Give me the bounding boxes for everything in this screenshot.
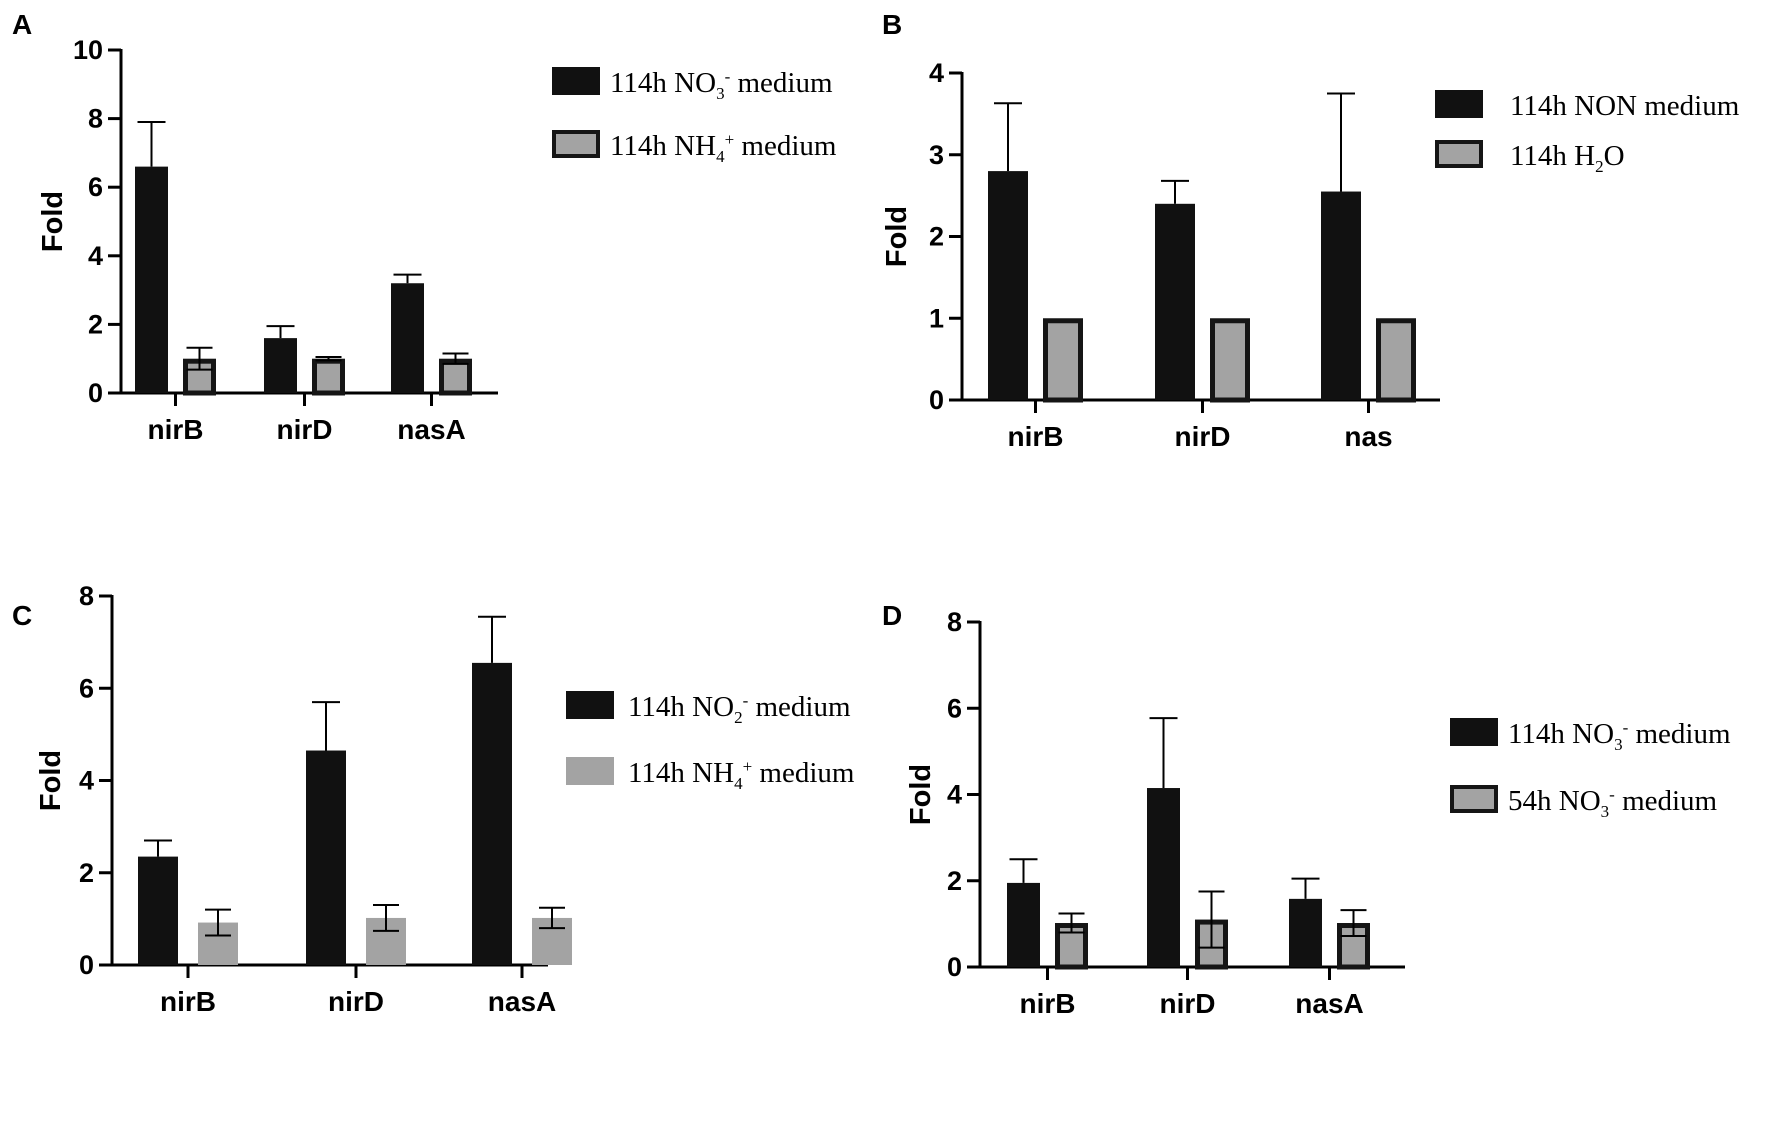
panel-b-y-tick-label: 3	[929, 140, 944, 170]
panel-b-legend-label: 114h NON medium	[1510, 90, 1740, 122]
panel-a-bar-nasA-s1	[391, 283, 424, 393]
panel-b-y-tick-label: 2	[929, 222, 944, 252]
panel-a-y-tick-label: 10	[73, 35, 103, 65]
panel-d-legend-label: 114h NO3- medium	[1508, 718, 1731, 754]
panel-d-bar-nirB-s1	[1007, 882, 1040, 967]
panel-a-category-label-nasA: nasA	[397, 414, 465, 445]
panel-c-category-label-nirD: nirD	[328, 986, 384, 1017]
panel-c-legend-label: 114h NO2- medium	[628, 691, 851, 727]
panel-b-bar-nirD-s1	[1155, 203, 1195, 400]
panel-b-bar-nas-s2	[1376, 318, 1416, 403]
panel-c-legend-swatch	[566, 757, 614, 785]
panel-a-y-tick-label: 4	[88, 241, 103, 271]
panel-c-category-label-nasA: nasA	[488, 986, 556, 1017]
panel-b-bar-nirD-s2	[1210, 318, 1250, 403]
panel-d-category-label-nirB: nirB	[1020, 988, 1076, 1019]
panel-c-y-label: Fold	[35, 750, 67, 811]
panel-d-letter: D	[882, 600, 902, 631]
panel-a-y-tick-label: 0	[88, 378, 103, 408]
panel-a-bar-nirD-s1	[264, 338, 297, 393]
panel-d-y-tick-label: 6	[947, 693, 962, 723]
panel-b-legend-label: 114h H2O	[1510, 140, 1625, 176]
panel-c-bar-nirB-s1	[138, 856, 178, 965]
panel-a-bar-nirB-s1	[135, 166, 168, 393]
panel-d-y-tick-label: 4	[947, 780, 962, 810]
panel-b-legend-swatch	[1435, 90, 1483, 118]
panel-b-bar-nirB-s2	[1043, 318, 1083, 403]
panel-d: D 0 2 4 6 8 Fold nirB nirD nasA 114h NO3- medium 54…	[882, 600, 1731, 1019]
panel-d-y-tick-label: 0	[947, 952, 962, 982]
panel-c-legend-swatch	[566, 691, 614, 719]
panel-b-category-label-nirD: nirD	[1175, 421, 1231, 452]
panel-d-category-label-nasA: nasA	[1295, 988, 1363, 1019]
panel-a-bar-nirD-s2	[312, 358, 345, 396]
panel-c-y-tick-label: 2	[79, 858, 94, 888]
panel-d-bar-nirD-s1	[1147, 788, 1180, 967]
panel-b-y-tick-label: 1	[929, 303, 944, 333]
panel-d-y-label: Fold	[905, 764, 937, 825]
panel-c-legend-label: 114h NH4+ medium	[628, 757, 855, 793]
panel-d-bar-nasA-s1	[1289, 898, 1322, 967]
panel-a-legend-swatch	[552, 67, 600, 95]
panel-a: A 0 2 4 6 8 10 Fold nirB nirD nasA 114h NO3- medium…	[12, 9, 837, 445]
panel-d-category-label-nirD: nirD	[1160, 988, 1216, 1019]
panel-d-legend-label: 54h NO3- medium	[1508, 785, 1718, 821]
panel-b: B 0 1 2 3 4 Fold nirB nirD nas 114h NON medium 114h…	[881, 9, 1740, 452]
panel-c-category-label-nirB: nirB	[160, 986, 216, 1017]
panel-b-category-label-nirB: nirB	[1008, 421, 1064, 452]
panel-c-bar-nirD-s1	[306, 750, 346, 965]
panel-d-y-tick-label: 8	[947, 607, 962, 637]
panel-b-y-label: Fold	[881, 206, 913, 267]
panel-c-bar-nasA-s1	[472, 662, 512, 965]
panel-a-letter: A	[12, 9, 32, 40]
panel-c-y-tick-label: 0	[79, 950, 94, 980]
panel-c-y-tick-label: 6	[79, 673, 94, 703]
panel-b-legend-swatch	[1435, 140, 1483, 168]
panel-a-y-tick-label: 2	[88, 309, 103, 339]
panel-b-y-tick-label: 4	[929, 58, 944, 88]
panel-b-letter: B	[882, 9, 902, 40]
panel-a-legend-label: 114h NO3- medium	[610, 67, 833, 103]
panel-a-category-label-nirD: nirD	[277, 414, 333, 445]
panel-a-y-tick-label: 8	[88, 104, 103, 134]
panel-a-legend-swatch	[552, 130, 600, 158]
panel-b-bar-nas-s1	[1321, 191, 1361, 400]
panel-d-y-tick-label: 2	[947, 866, 962, 896]
panel-a-bar-nasA-s2	[439, 358, 472, 396]
panel-a-category-label-nirB: nirB	[148, 414, 204, 445]
panel-a-legend-label: 114h NH4+ medium	[610, 130, 837, 166]
panel-a-y-label: Fold	[37, 191, 69, 252]
panel-c-y-tick-label: 4	[79, 766, 94, 796]
panel-b-y-tick-label: 0	[929, 385, 944, 415]
panel-a-y-tick-label: 6	[88, 172, 103, 202]
panel-d-legend-swatch	[1450, 718, 1498, 746]
panel-c-letter: C	[12, 600, 32, 631]
panel-c-y-tick-label: 8	[79, 581, 94, 611]
panel-c: C 0 2 4 6 8 Fold nirB nirD nasA 114h NO2- medium 11…	[12, 581, 855, 1017]
panel-b-category-label-nas: nas	[1344, 421, 1392, 452]
panel-b-bar-nirB-s1	[988, 171, 1028, 400]
panel-d-legend-swatch	[1450, 785, 1498, 813]
